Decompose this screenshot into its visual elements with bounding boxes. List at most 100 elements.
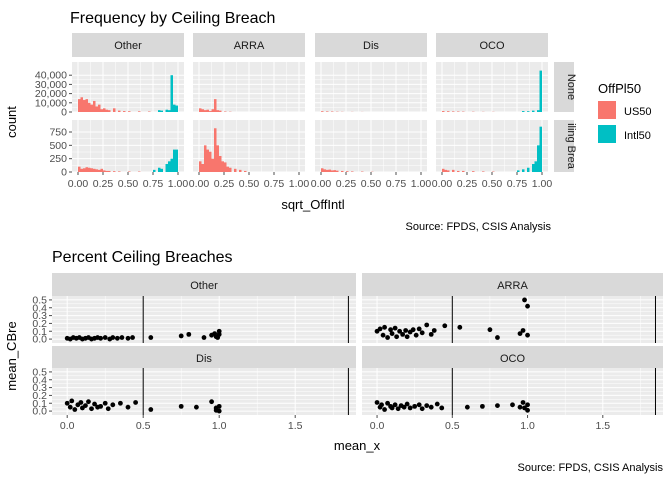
y-tick-label: 250 xyxy=(49,153,67,165)
facet-label-arra: ARRA xyxy=(497,280,528,292)
data-point xyxy=(86,399,91,405)
x-tick-label: 1.00 xyxy=(411,178,432,190)
legend-label-us50: US50 xyxy=(624,106,652,118)
data-point xyxy=(520,328,526,333)
bar-us50 xyxy=(452,111,455,112)
bar-us50 xyxy=(442,111,445,112)
bar-us50 xyxy=(78,99,81,112)
y-tick-label: 0.3 xyxy=(32,310,47,322)
data-point xyxy=(209,399,215,405)
data-point xyxy=(525,332,530,338)
bar-us50 xyxy=(206,149,209,172)
facet-strip-other xyxy=(52,273,356,296)
data-point xyxy=(194,404,199,410)
data-point xyxy=(419,406,425,412)
bar-us50 xyxy=(206,109,209,112)
bar-us50 xyxy=(98,169,101,172)
facet-strip-oco xyxy=(362,346,663,368)
x-tick-label: 0.00 xyxy=(189,178,210,190)
x-tick-label: 0.0 xyxy=(60,420,75,432)
bar-us50 xyxy=(216,110,219,112)
bar-intl50 xyxy=(158,110,161,112)
bar-us50 xyxy=(98,104,101,112)
bar-intl50 xyxy=(527,111,530,112)
bar-us50 xyxy=(83,100,86,112)
data-point xyxy=(125,335,131,341)
y-tick-label: 0.5 xyxy=(32,366,47,378)
data-point xyxy=(388,327,393,333)
x-tick-label: 0.25 xyxy=(93,178,114,190)
data-point xyxy=(392,325,398,331)
facet-label-dis: Dis xyxy=(363,40,379,52)
x-tick-label: 0.00 xyxy=(432,178,453,190)
data-point xyxy=(119,335,125,340)
bar-us50 xyxy=(88,102,91,112)
x-tick-label: 0.25 xyxy=(336,178,357,190)
chart2-caption: Source: FPDS, CSIS Analysis xyxy=(518,462,664,474)
x-tick-label: 0.75 xyxy=(386,178,407,190)
bar-intl50 xyxy=(537,145,540,172)
data-point xyxy=(389,331,395,336)
bar-intl50 xyxy=(522,169,525,172)
y-tick-label: 500 xyxy=(49,140,67,152)
data-point xyxy=(114,335,120,341)
data-point xyxy=(385,335,390,340)
data-point xyxy=(407,405,413,411)
bar-us50 xyxy=(201,109,204,112)
legend-key-us50 xyxy=(598,101,616,119)
data-point xyxy=(67,404,73,410)
bar-us50 xyxy=(204,145,207,172)
data-point xyxy=(125,404,131,410)
facet-label-arra: ARRA xyxy=(234,40,265,52)
data-point xyxy=(428,404,434,410)
data-point xyxy=(442,323,448,329)
bar-intl50 xyxy=(522,111,525,112)
data-point xyxy=(201,335,207,340)
bar-us50 xyxy=(226,166,229,172)
x-tick-label: 0.0 xyxy=(370,420,385,432)
data-point xyxy=(118,400,123,406)
bar-us50 xyxy=(211,109,214,112)
data-point xyxy=(130,335,135,340)
bar-us50 xyxy=(351,171,354,172)
facet-label-oco: OCO xyxy=(479,40,505,52)
y-tick-label: 0.3 xyxy=(32,382,47,394)
data-point xyxy=(213,407,219,413)
chart1-y-axis-label: count xyxy=(4,106,19,138)
data-point xyxy=(382,324,387,330)
bar-us50 xyxy=(244,170,247,172)
bar-us50 xyxy=(216,145,219,172)
chart2-title: Percent Ceiling Breaches xyxy=(52,249,233,266)
data-point xyxy=(401,404,407,410)
data-point xyxy=(517,404,523,410)
bar-us50 xyxy=(209,151,212,172)
bar-us50 xyxy=(90,104,93,112)
data-point xyxy=(487,327,493,333)
row-strip-1 xyxy=(554,120,574,172)
data-point xyxy=(413,332,419,338)
y-tick-label: 0.2 xyxy=(32,318,47,330)
bar-us50 xyxy=(88,167,91,172)
bar-us50 xyxy=(105,109,108,112)
bar-us50 xyxy=(326,111,329,112)
data-point xyxy=(395,406,401,412)
data-point xyxy=(102,335,108,340)
facet-strip-arra xyxy=(193,33,305,57)
chart1-x-axis-label: sqrt_OffIntl xyxy=(281,197,344,212)
x-tick-label: 0.75 xyxy=(264,178,285,190)
chart1-title: Frequency by Ceiling Breach xyxy=(70,10,275,27)
data-point xyxy=(480,403,485,409)
bar-us50 xyxy=(128,171,131,172)
bar-intl50 xyxy=(527,167,530,172)
y-tick-label: 10,000 xyxy=(35,97,67,109)
data-point xyxy=(404,401,410,407)
x-tick-label: 1.00 xyxy=(532,178,553,190)
data-point xyxy=(419,330,425,336)
bar-us50 xyxy=(457,170,460,172)
data-point xyxy=(380,332,386,338)
bar-intl50 xyxy=(532,110,535,112)
chart2-y-axis-label: mean_CBre xyxy=(4,321,19,390)
bar-us50 xyxy=(321,111,324,112)
y-tick-label: 0.4 xyxy=(32,302,47,314)
bar-us50 xyxy=(211,158,214,172)
